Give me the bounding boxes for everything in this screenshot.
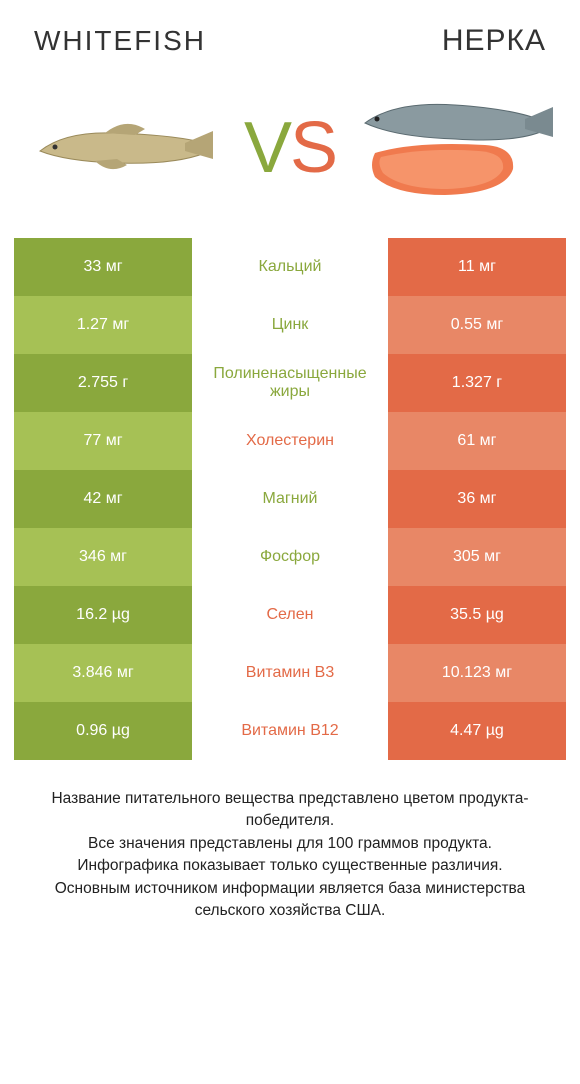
- value-left: 3.846 мг: [14, 644, 192, 702]
- whitefish-image: [14, 78, 236, 218]
- nutrient-name: Фосфор: [192, 528, 388, 586]
- value-right: 10.123 мг: [388, 644, 566, 702]
- nutrient-table: 33 мгКальций11 мг1.27 мгЦинк0.55 мг2.755…: [14, 238, 566, 760]
- value-left: 346 мг: [14, 528, 192, 586]
- value-left: 33 мг: [14, 238, 192, 296]
- nutrient-row: 346 мгФосфор305 мг: [14, 528, 566, 586]
- nutrient-row: 3.846 мгВитамин B310.123 мг: [14, 644, 566, 702]
- nutrient-row: 0.96 µgВитамин B124.47 µg: [14, 702, 566, 760]
- value-left: 42 мг: [14, 470, 192, 528]
- nutrient-name: Витамин B3: [192, 644, 388, 702]
- vs-label: VS: [244, 112, 336, 184]
- nutrient-row: 77 мгХолестерин61 мг: [14, 412, 566, 470]
- nutrient-row: 16.2 µgСелен35.5 µg: [14, 586, 566, 644]
- footer-line: Инфографика показывает только существенн…: [32, 855, 548, 877]
- value-right: 35.5 µg: [388, 586, 566, 644]
- value-left: 77 мг: [14, 412, 192, 470]
- value-right: 11 мг: [388, 238, 566, 296]
- footer-line: Основным источником информации является …: [32, 878, 548, 923]
- nutrient-row: 2.755 гПолиненасыщенные жиры1.327 г: [14, 354, 566, 412]
- nutrient-row: 42 мгМагний36 мг: [14, 470, 566, 528]
- value-right: 305 мг: [388, 528, 566, 586]
- product-right-title: НЕРКА: [442, 24, 546, 58]
- vs-hero-row: VS: [14, 68, 566, 238]
- nutrient-name: Цинк: [192, 296, 388, 354]
- comparison-header: WHITEFISH НЕРКА: [14, 0, 566, 68]
- vs-letter-s: S: [290, 112, 336, 184]
- value-right: 1.327 г: [388, 354, 566, 412]
- nutrient-name: Кальций: [192, 238, 388, 296]
- nutrient-name: Селен: [192, 586, 388, 644]
- nutrient-name: Магний: [192, 470, 388, 528]
- value-left: 2.755 г: [14, 354, 192, 412]
- value-right: 36 мг: [388, 470, 566, 528]
- footer-line: Название питательного вещества представл…: [32, 788, 548, 833]
- nutrient-name: Полиненасыщенные жиры: [192, 354, 388, 412]
- nutrient-row: 33 мгКальций11 мг: [14, 238, 566, 296]
- product-left-title: WHITEFISH: [34, 25, 206, 57]
- value-left: 1.27 мг: [14, 296, 192, 354]
- footer-notes: Название питательного вещества представл…: [14, 760, 566, 923]
- nutrient-name: Витамин B12: [192, 702, 388, 760]
- value-right: 4.47 µg: [388, 702, 566, 760]
- value-right: 61 мг: [388, 412, 566, 470]
- value-left: 16.2 µg: [14, 586, 192, 644]
- nutrient-row: 1.27 мгЦинк0.55 мг: [14, 296, 566, 354]
- sockeye-image: [344, 78, 566, 218]
- value-right: 0.55 мг: [388, 296, 566, 354]
- footer-line: Все значения представлены для 100 граммо…: [32, 833, 548, 855]
- nutrient-name: Холестерин: [192, 412, 388, 470]
- value-left: 0.96 µg: [14, 702, 192, 760]
- vs-letter-v: V: [244, 112, 290, 184]
